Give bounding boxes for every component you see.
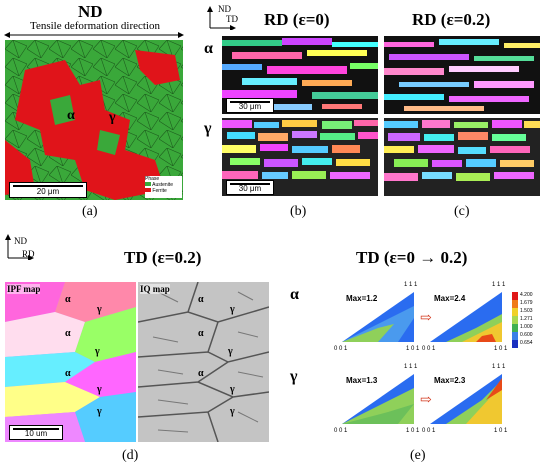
ebsd-map-c-alpha: [384, 36, 540, 114]
ebsd-map-b-alpha: 30 μm: [222, 36, 378, 114]
caption-a: (a): [82, 204, 98, 219]
phase-map-grains: [5, 40, 183, 200]
ipf-map-label: IPF map: [7, 284, 41, 294]
phase-legend: Phase Austenite Ferrite: [145, 176, 182, 198]
phase-label-iq4: γ: [228, 346, 233, 357]
phase-label-iq3: α: [198, 328, 204, 339]
max-gamma-0: Max=1.3: [346, 376, 378, 385]
tensile-direction-arrow: [4, 32, 184, 38]
axis-td-label: TD: [226, 14, 238, 24]
tick-gamma1-top: 1 1 1: [492, 364, 506, 370]
max-alpha-0: Max=1.2: [346, 294, 378, 303]
austenite-swatch: [145, 182, 151, 186]
alpha-label: α: [67, 108, 75, 123]
gamma-label: γ: [109, 110, 116, 125]
axis-nd-label-d: ND: [14, 236, 27, 246]
phase-label-d2: γ: [97, 304, 102, 315]
scale-bar-a: 20 μm: [9, 182, 87, 198]
phase-map: α γ 20 μm Phase Austenite Ferrite: [5, 40, 183, 200]
phase-label-d6: γ: [97, 384, 102, 395]
axes-nd-rd: [5, 234, 34, 260]
phase-label-iq1: α: [198, 294, 204, 305]
phase-label-iq2: γ: [230, 304, 235, 315]
phase-label-iq5: α: [198, 368, 204, 379]
phase-label-d7: γ: [97, 406, 102, 417]
scale-bar-d: 10 um: [9, 425, 63, 440]
axis-rd-label: RD: [22, 249, 35, 259]
row-gamma-label: γ: [204, 120, 212, 137]
axis-nd-label: ND: [218, 4, 231, 14]
e-alpha-label: α: [290, 286, 299, 303]
max-alpha-1: Max=2.4: [434, 294, 466, 303]
phase-label-d1: α: [65, 294, 71, 305]
colorbar: 4.200 1.679 1.503 1.271 1.000 0.600 0.65…: [512, 292, 546, 348]
pole-figure-alpha-1: [430, 292, 502, 342]
arrow-gamma-icon: ⇨: [420, 393, 432, 408]
scale-bar-b-top: 30 μm: [226, 98, 274, 113]
panel-e-title: TD (ε=0 → 0.2): [356, 248, 468, 267]
ferrite-swatch: [145, 188, 151, 192]
iq-map-label: IQ map: [140, 284, 170, 294]
tick-gamma0-right: 1 0 1: [406, 428, 420, 434]
tick-alpha0-top: 1 1 1: [404, 282, 418, 288]
e-gamma-label: γ: [290, 368, 298, 385]
tick-gamma0-top: 1 1 1: [404, 364, 418, 370]
panel-c-title: RD (ε=0.2): [412, 10, 491, 29]
tensile-direction-label: Tensile deformation direction: [30, 20, 160, 32]
phase-label-iq6: γ: [230, 384, 235, 395]
caption-d: (d): [122, 448, 139, 463]
axes-nd-td: [207, 6, 236, 30]
arrow-alpha-icon: ⇨: [420, 311, 432, 326]
tick-alpha1-right: 1 0 1: [494, 346, 508, 352]
panel-a-title: ND: [78, 2, 103, 21]
phase-label-iq7: γ: [230, 406, 235, 417]
tick-gamma0-left: 0 0 1: [334, 428, 348, 434]
pole-figure-gamma-0: [342, 374, 414, 424]
ebsd-map-c-gamma: [384, 118, 540, 196]
scale-bar-b-bottom: 30 μm: [226, 180, 274, 195]
panel-d-title: TD (ε=0.2): [124, 248, 202, 267]
panel-b-title: RD (ε=0): [264, 10, 330, 29]
phase-label-d4: γ: [95, 346, 100, 357]
phase-label-d5: α: [65, 368, 71, 379]
pole-figure-alpha-0: [342, 292, 414, 342]
iq-map: IQ map α γ α γ α γ γ: [138, 282, 269, 442]
max-gamma-1: Max=2.3: [434, 376, 466, 385]
pole-figure-gamma-1: [430, 374, 502, 424]
tick-gamma1-left: 0 0 1: [422, 428, 436, 434]
tick-alpha1-top: 1 1 1: [492, 282, 506, 288]
tick-alpha0-left: 0 0 1: [334, 346, 348, 352]
tick-gamma1-right: 1 0 1: [494, 428, 508, 434]
ipf-map: IPF map α γ α γ α γ γ 10 um: [5, 282, 136, 442]
row-alpha-label: α: [204, 40, 213, 57]
caption-c: (c): [454, 204, 470, 219]
phase-label-d3: α: [65, 328, 71, 339]
caption-e: (e): [410, 448, 426, 463]
tick-alpha0-right: 1 0 1: [406, 346, 420, 352]
ebsd-map-b-gamma: 30 μm: [222, 118, 378, 196]
caption-b: (b): [290, 204, 307, 219]
tick-alpha1-left: 0 0 1: [422, 346, 436, 352]
